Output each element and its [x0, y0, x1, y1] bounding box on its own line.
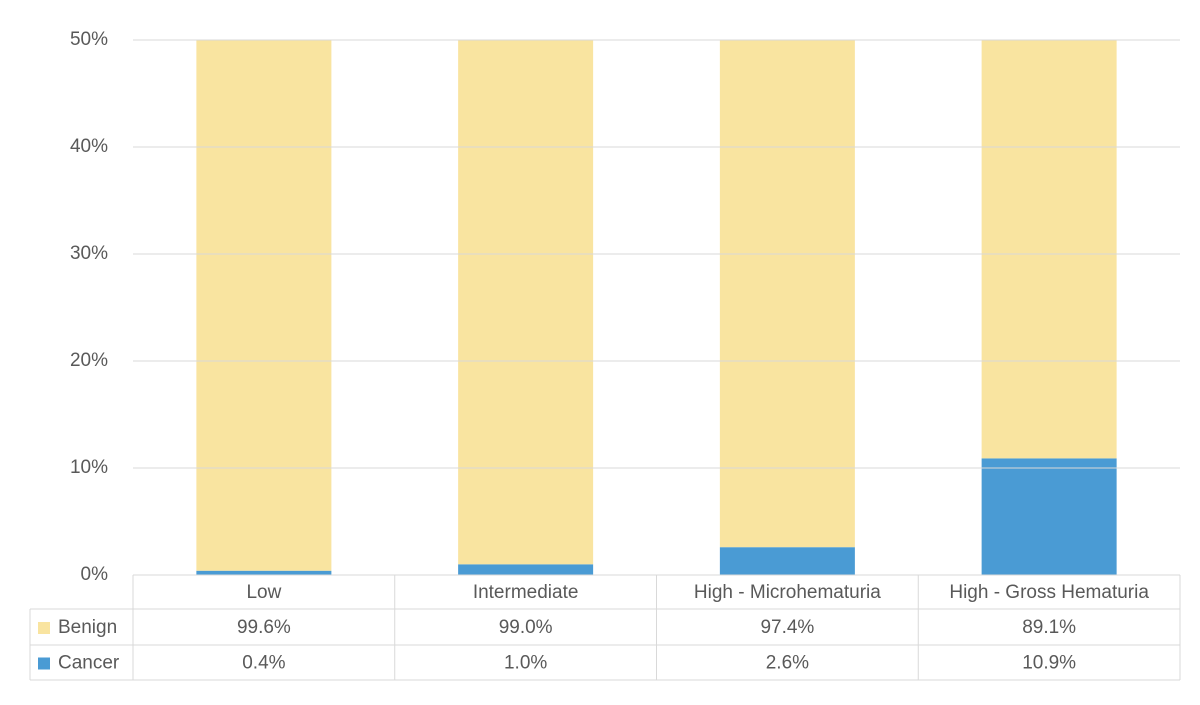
bar-segment — [458, 564, 594, 575]
bar-segment — [196, 40, 332, 571]
legend-label: Cancer — [58, 653, 120, 674]
bar-segment — [719, 547, 855, 575]
bar-segment — [981, 40, 1117, 459]
legend-swatch — [38, 657, 50, 670]
y-tick-label: 20% — [70, 350, 108, 371]
table-value: 2.6% — [766, 653, 809, 674]
table-value: 97.4% — [760, 617, 814, 638]
y-tick-label: 50% — [70, 29, 108, 50]
y-tick-label: 40% — [70, 136, 108, 157]
table-value: 99.0% — [499, 617, 553, 638]
bar-segment — [719, 40, 855, 548]
bar-segment — [458, 40, 594, 565]
table-value: 10.9% — [1022, 653, 1076, 674]
plot-area — [196, 40, 1117, 575]
x-tick-label: Intermediate — [473, 582, 579, 603]
table-value: 99.6% — [237, 617, 291, 638]
x-tick-label: Low — [246, 582, 281, 603]
table-value: 1.0% — [504, 653, 547, 674]
bar-segment — [196, 570, 332, 575]
y-tick-label: 0% — [81, 564, 109, 585]
legend-label: Benign — [58, 617, 117, 638]
legend-swatch — [38, 622, 50, 634]
x-tick-label: High - Gross Hematuria — [949, 582, 1149, 603]
x-tick-label: High - Microhematuria — [694, 582, 881, 603]
y-tick-label: 10% — [70, 457, 108, 478]
table-value: 0.4% — [242, 653, 285, 674]
bar-segment — [981, 458, 1117, 575]
y-tick-label: 30% — [70, 243, 108, 264]
table-value: 89.1% — [1022, 617, 1076, 638]
